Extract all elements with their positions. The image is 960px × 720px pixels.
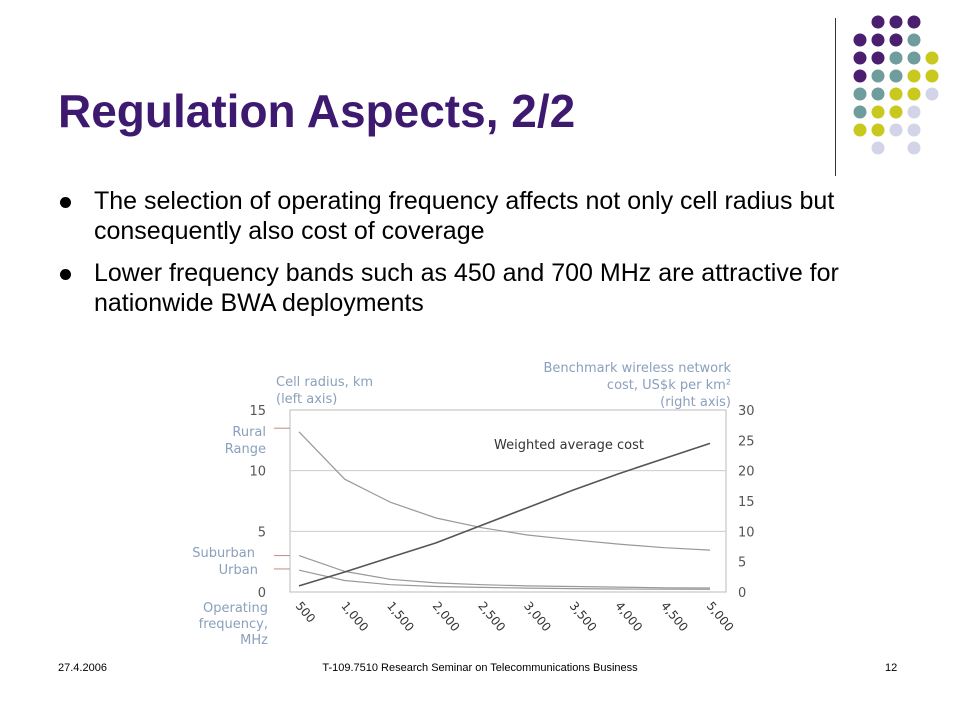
x-axis-tick-label: 1,000 (338, 599, 371, 634)
decorative-dot (907, 69, 921, 83)
decorative-dot (871, 105, 885, 119)
left-axis-tick-label: 0 (258, 586, 266, 601)
decorative-dot (871, 87, 885, 101)
bullet-dot-icon (60, 269, 71, 280)
x-axis-tick-label: 500 (293, 599, 318, 626)
bullet-text: Lower frequency bands such as 450 and 70… (94, 259, 839, 317)
x-axis-tick-label: 2,500 (475, 599, 508, 634)
decorative-dot (889, 105, 903, 119)
x-axis-tick-label: 4,000 (612, 599, 645, 634)
decorative-dot (907, 141, 921, 155)
right-axis-label: Benchmark wireless network (543, 361, 731, 376)
x-axis-tick-label: 4,500 (658, 599, 691, 634)
decorative-dot (907, 15, 921, 29)
right-axis-tick-label: 20 (738, 465, 755, 480)
decorative-dot (871, 141, 885, 155)
decorative-dot (889, 87, 903, 101)
bullet-item: The selection of operating frequency aff… (58, 186, 918, 246)
decorative-dot (925, 51, 939, 65)
right-axis-tick-label: 5 (738, 556, 746, 571)
x-axis-tick-label: 5,000 (704, 599, 737, 634)
decorative-dot (871, 15, 885, 29)
x-axis-tick-label: 2,000 (430, 599, 463, 634)
decorative-dot (871, 69, 885, 83)
decorative-dot (925, 69, 939, 83)
x-axis-tick-label: 3,000 (521, 599, 554, 634)
bullet-text: The selection of operating frequency aff… (94, 187, 835, 245)
bullet-item: Lower frequency bands such as 450 and 70… (58, 258, 918, 318)
left-axis-tick-label: 5 (258, 525, 266, 540)
bullet-list: The selection of operating frequency aff… (58, 186, 918, 330)
plot-area (289, 409, 727, 593)
urban-label: Urban (219, 563, 258, 578)
frequency-cost-chart: Cell radius, km (left axis) Benchmark wi… (192, 361, 755, 648)
rural-range-label: Rural (232, 425, 266, 440)
series-line-rural (298, 431, 711, 551)
decorative-dot (871, 123, 885, 137)
footer-date: 27.4.2006 (58, 662, 107, 674)
decorative-dot-grid (853, 15, 939, 155)
decorative-dot (907, 123, 921, 137)
x-axis-label: Operating (203, 601, 268, 616)
footer-course: T-109.7510 Research Seminar on Telecommu… (322, 662, 638, 674)
right-axis-tick-label: 0 (738, 586, 746, 601)
right-axis-tick-label: 25 (738, 434, 755, 449)
x-axis-tick-label: 3,500 (567, 599, 600, 634)
left-axis-sublabel: (left axis) (276, 392, 337, 407)
decorative-dot (925, 87, 939, 101)
right-axis-label: cost, US$k per km² (607, 378, 731, 393)
decorative-dot (907, 87, 921, 101)
decorative-dot (871, 51, 885, 65)
decorative-dot (853, 69, 867, 83)
decorative-dot (889, 69, 903, 83)
series-line-urban (298, 569, 711, 590)
series-line-weighted-average-cost (298, 442, 711, 587)
decorative-vertical-line (835, 18, 836, 176)
decorative-dot (853, 51, 867, 65)
decorative-dot (907, 33, 921, 47)
right-axis-tick-label: 30 (738, 404, 755, 419)
decorative-dot (853, 87, 867, 101)
decorative-dot (889, 33, 903, 47)
weighted-average-cost-annotation: Weighted average cost (494, 438, 644, 453)
left-axis-tick-label: 15 (249, 404, 266, 419)
x-axis-label: frequency, (199, 617, 268, 632)
left-axis-tick-label: 10 (249, 465, 266, 480)
decorative-dot (853, 33, 867, 47)
suburban-label: Suburban (192, 546, 255, 561)
series-line-suburban (298, 555, 711, 589)
x-axis-label: MHz (240, 633, 268, 648)
slide-title: Regulation Aspects, 2/2 (58, 85, 576, 137)
decorative-dot (889, 123, 903, 137)
page-number: 12 (885, 662, 898, 674)
decorative-dot (889, 15, 903, 29)
decorative-dot (889, 51, 903, 65)
rural-range-label: Range (225, 442, 266, 457)
decorative-dot (907, 105, 921, 119)
left-axis-label: Cell radius, km (276, 375, 373, 390)
right-axis-tick-label: 10 (738, 525, 755, 540)
decorative-dot (907, 51, 921, 65)
right-axis-tick-label: 15 (738, 495, 755, 510)
x-axis-tick-label: 1,500 (384, 599, 417, 634)
decorative-dot (853, 123, 867, 137)
bullet-dot-icon (60, 197, 71, 208)
decorative-dot (871, 33, 885, 47)
decorative-dot (853, 105, 867, 119)
right-axis-sublabel: (right axis) (660, 395, 731, 410)
